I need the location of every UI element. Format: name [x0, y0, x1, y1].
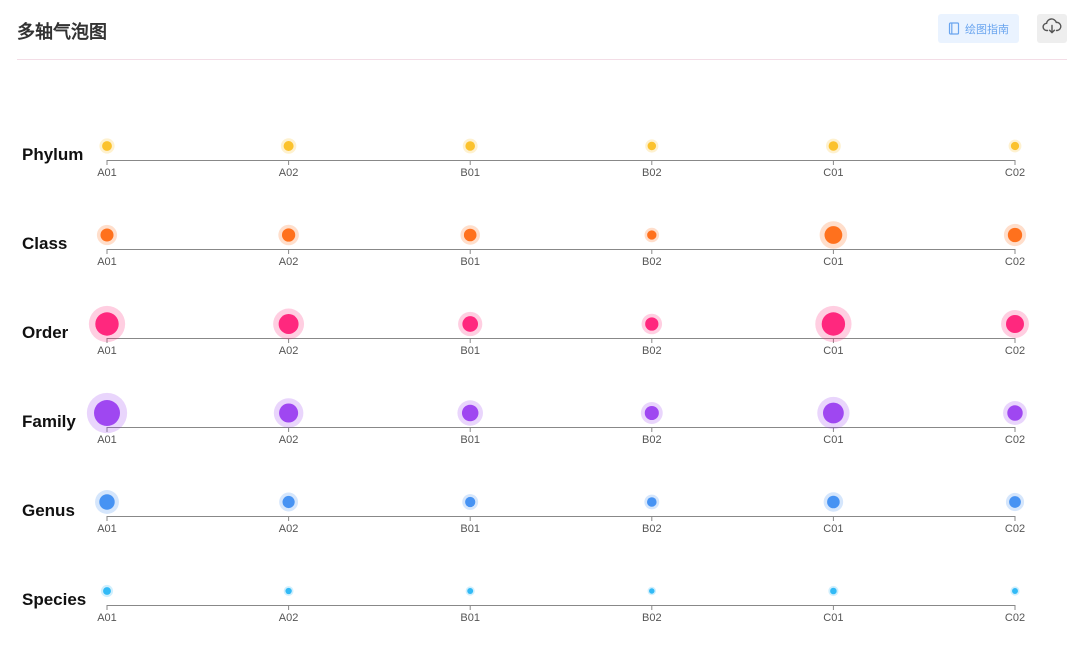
tick-label: C01	[823, 612, 843, 624]
tick-label: B01	[460, 523, 480, 535]
tick-label: C02	[1005, 434, 1025, 446]
series-label: Genus	[22, 501, 75, 520]
tick-label: A02	[279, 345, 299, 357]
series-label: Species	[22, 590, 86, 609]
tick-label: B02	[642, 434, 662, 446]
bubble	[644, 405, 659, 421]
tick-label: B02	[642, 256, 662, 268]
download-button[interactable]	[1037, 14, 1067, 43]
tick-label: C01	[823, 256, 843, 268]
tick-label: C01	[823, 434, 843, 446]
tick-label: A02	[279, 256, 299, 268]
cloud-download-icon	[1042, 18, 1062, 39]
tick-label: C02	[1005, 256, 1025, 268]
tick-label: B01	[460, 612, 480, 624]
bubble	[1007, 227, 1023, 243]
tick-label: C02	[1005, 612, 1025, 624]
tick-label: B01	[460, 345, 480, 357]
tick-label: B02	[642, 345, 662, 357]
bubble	[830, 587, 837, 595]
bubble	[282, 495, 295, 509]
bubble	[465, 496, 476, 508]
bubble	[1007, 405, 1023, 421]
bubble	[100, 228, 114, 242]
bubble	[647, 230, 657, 240]
bubble	[94, 400, 120, 426]
tick-label: A02	[279, 167, 299, 179]
bubble	[103, 587, 111, 595]
bubble	[649, 588, 655, 594]
series-label: Phylum	[22, 145, 83, 164]
bubble	[279, 403, 299, 423]
tick-label: B02	[642, 523, 662, 535]
bubble	[645, 317, 659, 331]
tick-label: C01	[823, 523, 843, 535]
tick-label: A02	[279, 523, 299, 535]
series-label: Family	[22, 412, 76, 431]
tick-label: A01	[97, 256, 117, 268]
tick-label: B01	[460, 256, 480, 268]
bubble	[278, 314, 299, 334]
tick-label: A01	[97, 523, 117, 535]
series-label: Order	[22, 323, 69, 342]
tick-label: A01	[97, 434, 117, 446]
bubble	[461, 404, 479, 422]
bubble	[285, 587, 292, 595]
drawing-guide-label: 绘图指南	[965, 22, 1009, 36]
tick-label: C02	[1005, 345, 1025, 357]
bubble	[647, 141, 657, 151]
bubble	[281, 228, 296, 242]
tick-label: A01	[97, 345, 117, 357]
tick-label: A02	[279, 434, 299, 446]
bubble	[283, 140, 294, 152]
tick-label: B01	[460, 434, 480, 446]
drawing-guide-button[interactable]: 绘图指南	[938, 14, 1019, 43]
bubble	[827, 495, 840, 509]
bubble	[463, 228, 477, 242]
tick-label: A01	[97, 612, 117, 624]
bubble	[99, 494, 115, 510]
bubble	[822, 402, 844, 424]
bubble	[465, 141, 475, 151]
tick-label: C02	[1005, 523, 1025, 535]
tick-label: C01	[823, 345, 843, 357]
bubble	[102, 141, 112, 151]
bubble	[821, 312, 846, 336]
tick-label: C01	[823, 167, 843, 179]
series-label: Class	[22, 234, 67, 253]
bubble	[824, 226, 843, 244]
tick-label: B02	[642, 612, 662, 624]
tick-label: B01	[460, 167, 480, 179]
tick-label: A02	[279, 612, 299, 624]
bubble	[1010, 141, 1020, 151]
header-bar: 多轴气泡图 绘图指南	[17, 0, 1067, 60]
bubble	[95, 312, 119, 336]
bubble	[828, 141, 839, 151]
tick-label: A01	[97, 167, 117, 179]
bubble	[1006, 315, 1024, 333]
bubble	[647, 497, 657, 507]
page-title: 多轴气泡图	[17, 22, 107, 43]
tick-label: B02	[642, 167, 662, 179]
bubble	[1009, 496, 1021, 508]
tick-label: C02	[1005, 167, 1025, 179]
bubble	[467, 588, 474, 594]
bubble	[462, 316, 479, 332]
book-icon	[948, 22, 960, 35]
bubble	[1012, 588, 1018, 594]
